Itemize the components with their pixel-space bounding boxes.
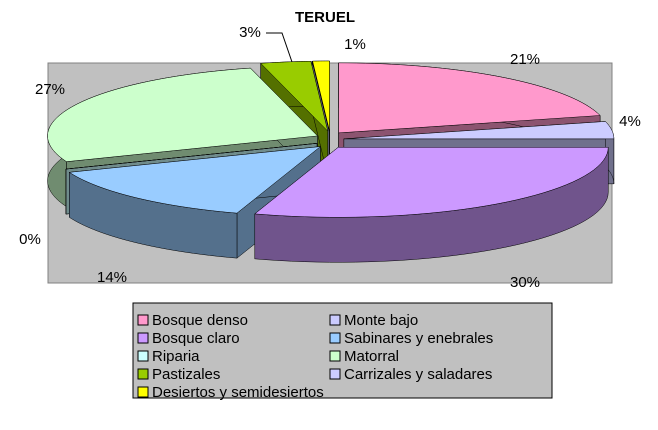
data-label: 3% — [239, 24, 261, 41]
legend-swatch — [137, 350, 149, 362]
data-label: 1% — [344, 36, 366, 53]
slice — [260, 60, 329, 132]
legend-swatch — [329, 368, 341, 380]
legend-swatch — [329, 332, 341, 344]
legend-label: Matorral — [344, 348, 399, 365]
legend-label: Pastizales — [152, 366, 220, 383]
legend-swatch — [329, 314, 341, 326]
slice — [312, 60, 330, 132]
legend-swatch — [137, 368, 149, 380]
slice — [65, 143, 318, 170]
slice — [47, 67, 319, 162]
legend-swatch — [137, 386, 149, 398]
slice — [311, 61, 330, 132]
data-label: 0% — [19, 231, 41, 248]
data-label: 30% — [510, 274, 540, 291]
legend-label: Monte bajo — [344, 312, 418, 329]
slice — [254, 147, 609, 218]
data-label: 4% — [619, 113, 641, 130]
data-label: 21% — [510, 51, 540, 68]
slice — [343, 121, 615, 140]
legend-label: Desiertos y semidesiertos — [152, 384, 324, 401]
leader-line — [266, 32, 293, 63]
data-label: 27% — [35, 81, 65, 98]
legend-swatch — [137, 332, 149, 344]
legend-label: Bosque claro — [152, 330, 240, 347]
legend-label: Carrizales y saladares — [344, 366, 492, 383]
slice — [338, 62, 601, 134]
legend-swatch — [137, 314, 149, 326]
legend-label: Bosque denso — [152, 312, 248, 329]
data-label: 14% — [97, 269, 127, 286]
chart-title: TERUEL — [295, 9, 355, 26]
legend-label: Sabinares y enebrales — [344, 330, 493, 347]
legend-label: Riparia — [152, 348, 200, 365]
legend — [132, 302, 553, 399]
legend-swatch — [329, 350, 341, 362]
slice — [68, 146, 322, 214]
